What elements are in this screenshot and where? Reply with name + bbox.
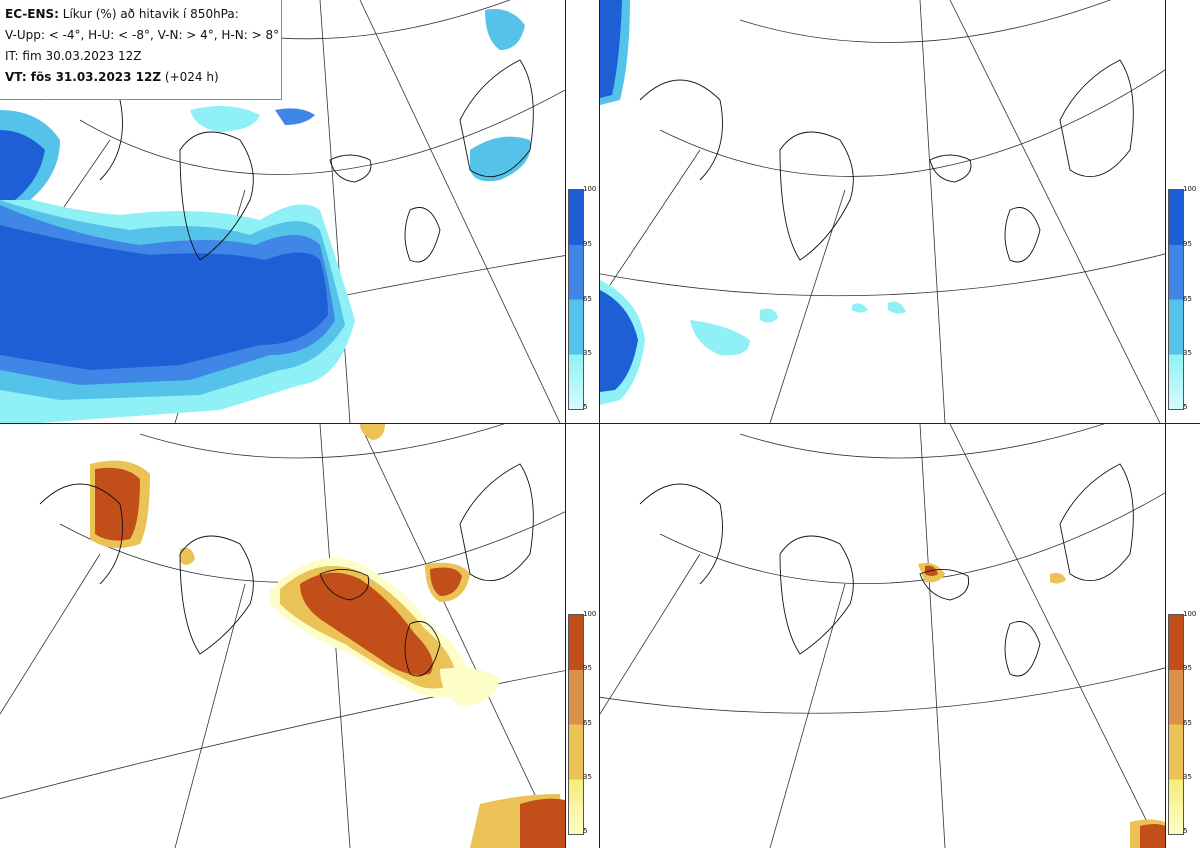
cold-anomaly-map-top-left [0,0,565,423]
britain-coast [404,207,441,263]
map-panel-bottom-right [600,424,1165,848]
map-panel-bottom-left [0,424,565,848]
colorbar-tick: 5 [583,403,588,411]
colorbar-tick: 5 [1183,403,1188,411]
scandinavia-coast [459,59,534,178]
colorbar-bottom-right [1168,614,1184,835]
colorbar-tick: 65 [583,719,592,727]
colorbar-tick: 100 [1183,610,1197,618]
colorbar-tick: 35 [583,349,592,357]
colorbar-tick: 100 [583,610,597,618]
colorbar-tick: 95 [1183,664,1192,672]
colorbar-tick: 35 [1183,773,1192,781]
colorbar-tick: 35 [1183,349,1192,357]
probability-field [90,424,565,848]
cold-anomaly-map-top-right [600,0,1165,423]
threshold-line: V-Upp: < -4°, H-U: < -8°, V-N: > 4°, H-N… [5,28,280,42]
panel-divider-far-right [1165,0,1166,848]
colorbar-top-left [568,189,584,410]
valid-time-line: VT: fös 31.03.2023 12Z (+024 h) [5,70,219,84]
latitude-line [79,89,565,175]
panel-divider-left [565,0,566,848]
warm-anomaly-map-bottom-left [0,424,565,848]
colorbar-tick: 65 [1183,719,1192,727]
meridian-line [359,0,561,423]
greenland-coast [179,131,254,261]
colorbar-tick: 95 [583,664,592,672]
probability-field [0,9,531,423]
title-line: EC-ENS: Líkur (%) að hitavik í 850hPa: [5,7,239,21]
map-panel-top-right [600,0,1165,423]
panel-divider-horizontal [0,423,1200,424]
colorbar-bottom-left [568,614,584,835]
colorbar-tick: 35 [583,773,592,781]
warm-anomaly-map-bottom-right [600,424,1165,848]
colorbar-tick: 5 [583,827,588,835]
colorbar-tick: 95 [583,240,592,248]
probability-field [600,0,906,405]
header-info-box: EC-ENS: Líkur (%) að hitavik í 850hPa: V… [0,0,282,100]
panel-divider-right [599,0,600,848]
colorbar-tick: 65 [583,295,592,303]
colorbar-top-right [1168,189,1184,410]
colorbar-tick: 5 [1183,827,1188,835]
init-time-line: IT: fim 30.03.2023 12Z [5,49,142,63]
colorbar-tick: 100 [1183,185,1197,193]
iceland-coast [329,154,372,183]
meridian-line [319,0,351,423]
colorbar-tick: 100 [583,185,597,193]
colorbar-tick: 65 [1183,295,1192,303]
map-panel-top-left: EC-ENS: Líkur (%) að hitavik í 850hPa: V… [0,0,565,423]
colorbar-tick: 95 [1183,240,1192,248]
